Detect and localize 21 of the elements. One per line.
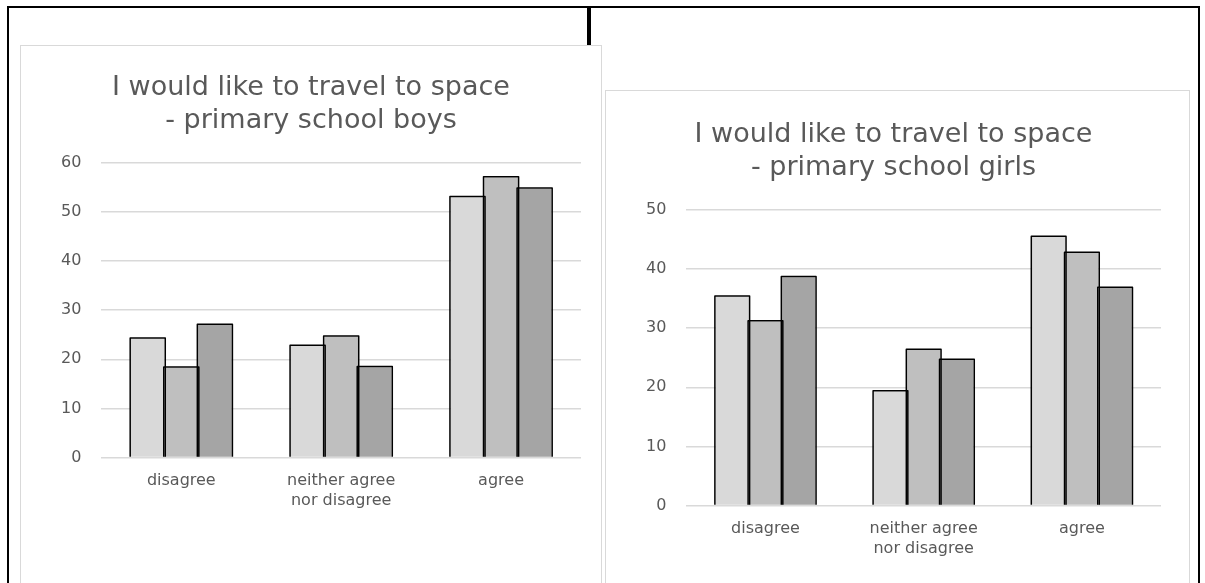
x-tick-label: disagree <box>146 470 216 490</box>
chart-title: I would like to travel to space - primary school girls <box>694 117 1093 181</box>
x-tick-label: neither agree nor disagree <box>869 518 978 557</box>
y-tick-label: 20 <box>61 348 82 368</box>
y-tick-label: 50 <box>61 201 82 221</box>
x-tick-label: agree <box>1058 518 1105 538</box>
y-tick-label: 60 <box>61 151 82 171</box>
y-tick-label: 20 <box>646 376 667 396</box>
y-tick-label: 50 <box>646 198 667 218</box>
y-tick-label: 0 <box>71 446 82 466</box>
y-tick-label: 40 <box>646 258 667 278</box>
y-tick-label: 10 <box>61 397 82 417</box>
y-tick-label: 30 <box>61 299 82 319</box>
y-tick-label: 10 <box>646 435 667 455</box>
x-tick-label: neither agree nor disagree <box>287 470 396 509</box>
chart-title: I would like to travel to space - primary school boys <box>112 70 510 134</box>
y-tick-label: 0 <box>656 494 667 514</box>
y-tick-label: 40 <box>61 250 82 270</box>
x-tick-label: agree <box>478 470 524 490</box>
y-tick-label: 30 <box>646 317 667 337</box>
x-tick-label: disagree <box>731 518 800 538</box>
